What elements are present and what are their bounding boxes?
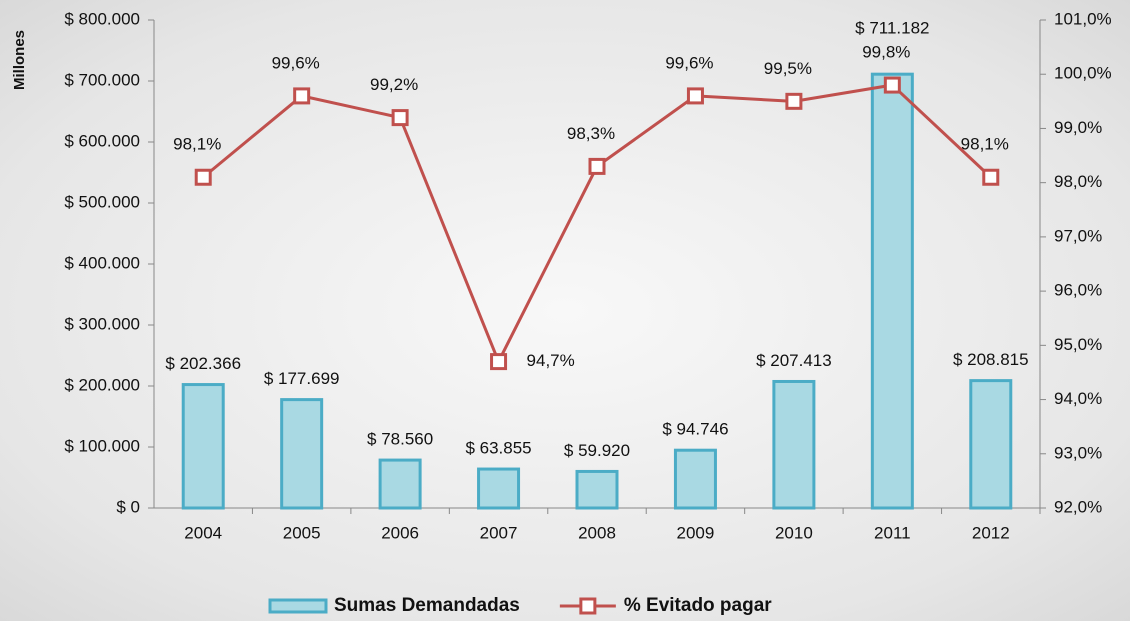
legend-swatch-marker xyxy=(579,597,597,615)
bar xyxy=(181,383,225,510)
legend-label: % Evitado pagar xyxy=(624,595,772,616)
data-label: $ 711.182 xyxy=(855,19,929,38)
x-tick-label: 2010 xyxy=(775,523,813,542)
bar xyxy=(477,467,521,510)
y-tick-label: $ 700.000 xyxy=(64,70,140,89)
data-label: $ 177.699 xyxy=(264,369,340,388)
y-tick-label: $ 200.000 xyxy=(64,375,140,394)
y-tick-label: $ 800.000 xyxy=(64,9,140,28)
data-label: 99,6% xyxy=(665,53,713,72)
y-tick-label: $ 0 xyxy=(116,497,140,516)
y2-tick-label: 100,0% xyxy=(1054,64,1112,83)
line-marker xyxy=(588,157,606,175)
data-label: 98,1% xyxy=(961,135,1009,154)
y-tick-label: $ 500.000 xyxy=(64,192,140,211)
bar xyxy=(673,448,717,510)
x-tick-label: 2008 xyxy=(578,523,616,542)
data-label: $ 63.855 xyxy=(465,439,531,458)
line-marker xyxy=(883,76,901,94)
data-label: $ 59.920 xyxy=(564,441,630,460)
data-label: 99,2% xyxy=(370,75,418,94)
data-label: 98,1% xyxy=(173,135,221,154)
bar xyxy=(575,469,619,510)
bar xyxy=(378,458,422,510)
x-tick-label: 2006 xyxy=(381,523,419,542)
y-tick-label: $ 100.000 xyxy=(64,436,140,455)
line-marker xyxy=(391,109,409,127)
y2-tick-label: 101,0% xyxy=(1054,9,1112,28)
data-label: $ 202.366 xyxy=(165,354,241,373)
data-label: $ 208.815 xyxy=(953,350,1029,369)
data-label: $ 94.746 xyxy=(662,420,728,439)
y-tick-label: $ 300.000 xyxy=(64,314,140,333)
x-tick-label: 2009 xyxy=(677,523,715,542)
x-tick-label: 2004 xyxy=(184,523,222,542)
bar xyxy=(772,379,816,510)
data-label: $ 78.560 xyxy=(367,430,433,449)
line-marker xyxy=(686,87,704,105)
y2-tick-label: 97,0% xyxy=(1054,226,1102,245)
data-label: 98,3% xyxy=(567,124,615,143)
data-label: 99,6% xyxy=(272,53,320,72)
x-tick-label: 2011 xyxy=(874,523,911,542)
line-marker xyxy=(194,168,212,186)
y2-tick-label: 93,0% xyxy=(1054,443,1102,462)
x-tick-label: 2007 xyxy=(480,523,518,542)
line-marker xyxy=(293,87,311,105)
y2-tick-label: 98,0% xyxy=(1054,172,1102,191)
legend-label: Sumas Demandadas xyxy=(334,595,520,616)
data-label: 94,7% xyxy=(527,351,575,370)
y-tick-label: $ 600.000 xyxy=(64,131,140,150)
y2-tick-label: 99,0% xyxy=(1054,118,1102,137)
legend-swatch xyxy=(268,598,328,614)
y-tick-label: $ 400.000 xyxy=(64,253,140,272)
bar xyxy=(969,379,1013,510)
line-marker xyxy=(490,353,508,371)
data-label: $ 207.413 xyxy=(756,351,832,370)
line-marker xyxy=(982,168,1000,186)
y2-tick-label: 96,0% xyxy=(1054,281,1102,300)
data-label: 99,8% xyxy=(862,43,910,62)
y2-tick-label: 95,0% xyxy=(1054,335,1102,354)
bar xyxy=(870,72,914,510)
data-label: 99,5% xyxy=(764,59,812,78)
y2-tick-label: 92,0% xyxy=(1054,497,1102,516)
line-marker xyxy=(785,92,803,110)
bar xyxy=(280,398,324,510)
y2-tick-label: 94,0% xyxy=(1054,389,1102,408)
x-tick-label: 2005 xyxy=(283,523,321,542)
x-tick-label: 2012 xyxy=(972,523,1010,542)
y-axis-label: Millones xyxy=(11,30,28,90)
